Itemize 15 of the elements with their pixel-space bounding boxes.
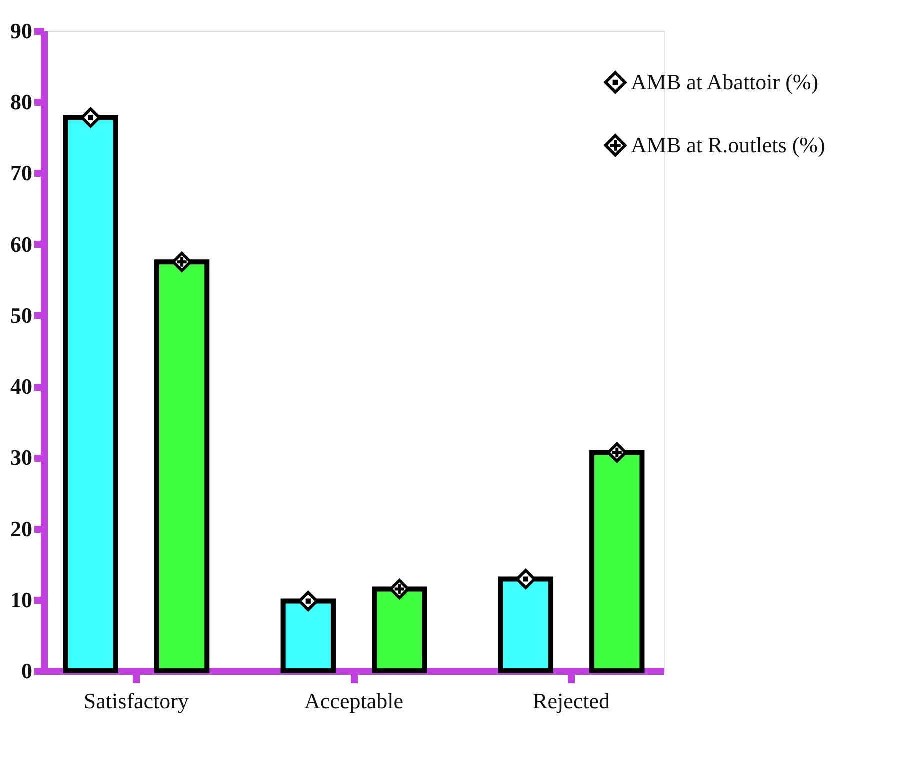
y-tick-label: 40 <box>10 374 32 400</box>
y-tick-label: 10 <box>10 587 32 612</box>
legend-label: AMB at R.outlets (%) <box>631 132 826 158</box>
y-tick-label: 30 <box>10 445 32 470</box>
y-tick-label: 60 <box>10 232 32 257</box>
x-tick-label: Acceptable <box>304 688 404 714</box>
y-tick-label: 0 <box>22 658 32 684</box>
legend-label: AMB at Abattoir (%) <box>631 70 819 94</box>
y-tick-label: 20 <box>10 516 32 542</box>
y-tick-label: 80 <box>10 90 32 115</box>
y-tick-label: 50 <box>10 302 32 328</box>
y-tick-label: 70 <box>10 160 32 186</box>
x-tick-label: Satisfactory <box>84 688 190 714</box>
y-tick-label: 90 <box>10 18 32 44</box>
x-tick-label: Rejected <box>533 688 610 714</box>
